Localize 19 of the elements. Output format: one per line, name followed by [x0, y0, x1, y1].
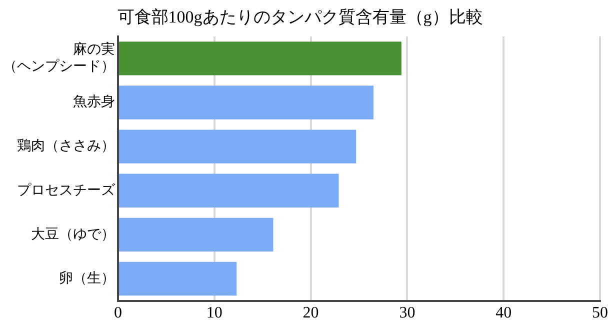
y-tick-label: プロセスチーズ: [17, 182, 116, 198]
y-tick-label: 魚赤身: [73, 94, 115, 110]
bar: [119, 218, 274, 252]
x-tick-label: 40: [496, 304, 512, 322]
x-tick-label: 30: [399, 304, 416, 322]
bar: [119, 86, 374, 120]
y-tick-label: 鶏肉（ささみ）: [17, 138, 115, 154]
chart-title: 可食部100gあたりのタンパク質含有量（g）比較: [117, 8, 483, 27]
bar: [119, 42, 402, 76]
y-tick-label: 卵（生）: [59, 270, 115, 286]
x-tick-label: 0: [114, 304, 122, 322]
x-tick-label: 20: [302, 304, 319, 322]
y-tick-label: 麻の実（ヘンプシード）: [3, 42, 115, 75]
bar: [119, 262, 237, 296]
y-tick-label: 大豆（ゆで）: [31, 226, 115, 242]
bar: [119, 174, 339, 208]
x-tick-label: 10: [206, 304, 222, 322]
x-tick-label: 50: [592, 304, 608, 322]
bar: [119, 130, 356, 164]
